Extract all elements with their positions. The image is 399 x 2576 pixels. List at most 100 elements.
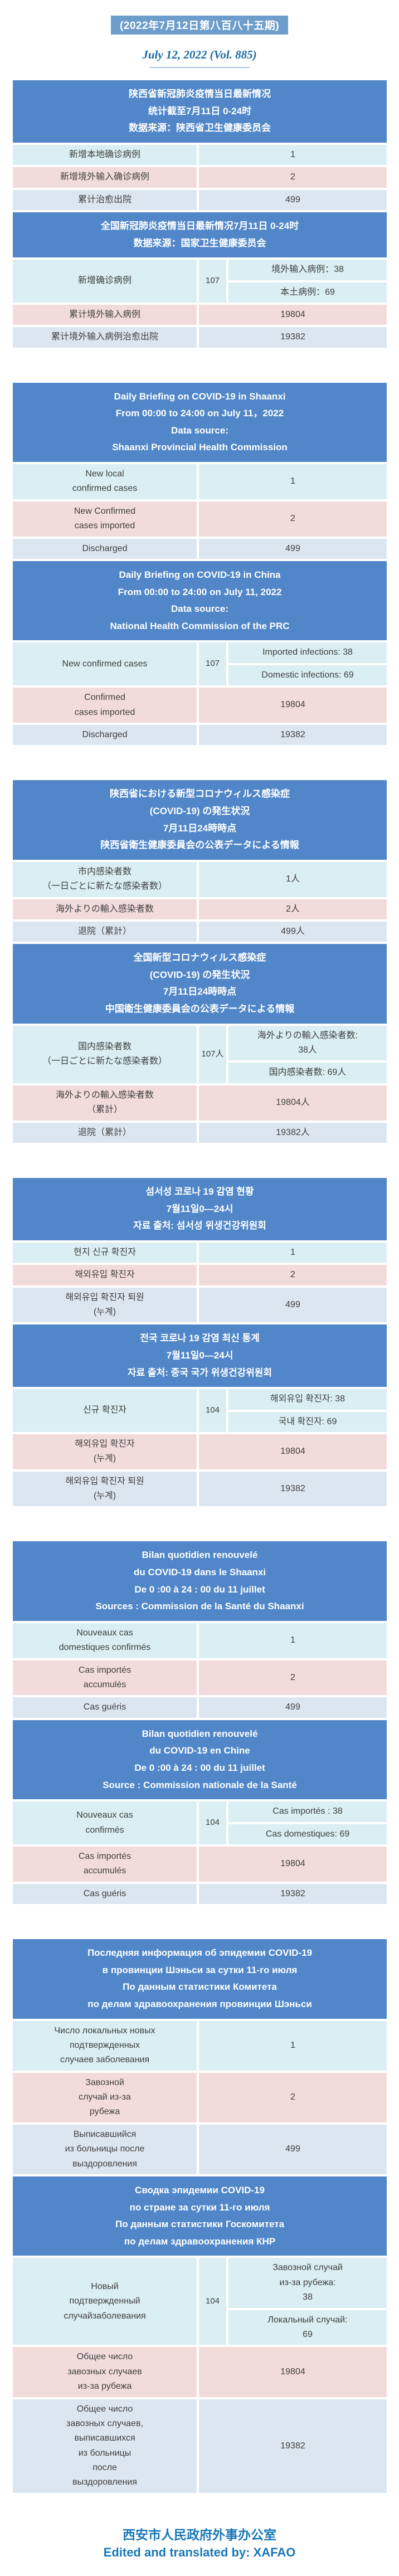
china-daily-ru: Сводка эпидемии COVID-19 по стране за су… [13,2176,387,2493]
date-line: July 12, 2022 (Vol. 885) [142,48,257,61]
table-row: New Confirmed cases imported 2 [13,501,387,537]
table-header: 전국 코로나 19 감염 최신 통계 7월11일0—24시 자료 출처: 중국 … [13,1324,387,1387]
row-label: 현지 신규 확진자 [13,1242,197,1263]
row-label: 해외유입 확진자 (누계) [13,1434,197,1469]
table-row: Общее число завозных случаев из-за рубеж… [13,2347,387,2397]
table-row: 新增确诊病例 107 境外输入病例：38 本土病例：69 [13,260,387,303]
row-value: 2人 [199,899,387,919]
row-label: 新增境外输入确诊病例 [13,167,197,188]
china-daily-ja: 全国新型コロナウィルス感染症 (COVID-19) の発生状況 7月11日24時… [13,944,387,1143]
table-row: 新增境外输入确诊病例 2 [13,167,387,188]
footer-org: 西安市人民政府外事办公室 [123,2527,276,2542]
tables-container: 陕西省新冠肺炎疫情当日最新情况 统计截至7月11日 0-24时 数据来源：陕西省… [0,80,399,2493]
row-value: 19804 [199,2347,387,2397]
row-sub-column: Imported infections: 38 Domestic infectio… [228,642,387,686]
table-row: 累计境外输入病例 19804 [13,304,387,325]
row-label: New confirmed cases [13,642,197,686]
date-underline [149,67,250,68]
shaanxi-daily-zh: 陕西省新冠肺炎疫情当日最新情况 统计截至7月11日 0-24时 数据来源：陕西省… [13,80,387,210]
language-block-ja: 陕西省における新型コロナウィルス感染症 (COVID-19) の発生状況 7月1… [0,780,399,1143]
row-label: 新增本地确诊病例 [13,144,197,165]
table-header: Последняя информация об эпидемии COVID-1… [13,1939,387,2019]
row-label: Discharged [13,538,197,559]
china-daily-en: Daily Briefing on COVID-19 in China From… [13,561,387,746]
footer-credit: Edited and translated by: XAFAO [103,2545,296,2560]
row-label: Discharged [13,724,197,746]
table-row: Discharged 19382 [13,724,387,746]
table-header: 陕西省における新型コロナウィルス感染症 (COVID-19) の発生状況 7月1… [13,780,387,860]
table-header: 全国新冠肺炎疫情当日最新情况7月11日 0-24时 数据来源：国家卫生健康委员会 [13,212,387,258]
row-sub-column: 해외유입 확진자: 38 국내 확진자: 69 [228,1389,387,1432]
table-row: Новый подтвержденный случайзаболевания 10… [13,2258,387,2345]
shaanxi-daily-fr: Bilan quotidien renouvelé du COVID-19 da… [13,1541,387,1718]
table-row: Cas importés accumulés 19804 [13,1846,387,1882]
row-label: Выписавшийся из больницы после выздоровл… [13,2124,197,2175]
language-block-en: Daily Briefing on COVID-19 in Shaanxi Fr… [0,382,399,746]
row-label: 海外よりの輸入感染者数 （累計） [13,1085,197,1121]
table-row: 退院（累計） 19382人 [13,1122,387,1143]
row-label: New Confirmed cases imported [13,501,197,537]
row-value: 1 [199,1623,387,1658]
row-sub-column: 境外输入病例：38 本土病例：69 [228,260,387,303]
row-value: 1 [199,144,387,165]
row-label: 累计境外输入病例 [13,304,197,325]
table-row: 신규 확진자 104 해외유입 확진자: 38 국내 확진자: 69 [13,1389,387,1432]
row-value: 2 [199,1660,387,1696]
language-block-fr: Bilan quotidien renouvelé du COVID-19 da… [0,1541,399,1905]
table-header: Сводка эпидемии COVID-19 по стране за су… [13,2176,387,2256]
row-sub-value: 本土病例：69 [228,282,387,303]
row-label: Cas guéris [13,1883,197,1905]
table-row: New confirmed cases 107 Imported infection… [13,642,387,686]
row-value: 1 [199,464,387,499]
table-header: Daily Briefing on COVID-19 in Shaanxi Fr… [13,382,387,462]
row-label: 신규 확진자 [13,1389,197,1432]
row-label: 国内感染者数 （一日ごとに新たな感染者数） [13,1025,197,1083]
table-row: Nouveaux cas confirmés 104 Cas importés : … [13,1801,387,1844]
row-sub-value: 해외유입 확진자: 38 [228,1389,387,1410]
row-value: 19382 [199,1883,387,1905]
row-value: 1 [199,1242,387,1263]
table-row: Выписавшийся из больницы после выздоровл… [13,2124,387,2175]
row-label: 退院（累計） [13,1122,197,1143]
row-sub-value: Завозной случай из-за рубежа: 38 [228,2258,387,2308]
row-value: 19382 [199,327,387,348]
table-row: Cas guéris 19382 [13,1883,387,1905]
table-row: Cas importés accumulés 2 [13,1660,387,1696]
row-value: 19804 [199,688,387,723]
row-label: Cas importés accumulés [13,1846,197,1882]
row-value: 499 [199,1287,387,1323]
row-sub-column: 海外よりの輸入感染者数: 38人 国内感染者数: 69人 [228,1025,387,1083]
row-label: 海外よりの輸入感染者数 [13,899,197,919]
table-row: New local confirmed cases 1 [13,464,387,499]
footer: 西安市人民政府外事办公室 Edited and translated by: X… [0,2525,399,2576]
row-label: 해외유입 확진자 [13,1265,197,1285]
row-total-cell: 107 [199,642,226,686]
row-label: Общее число завозных случаев из-за рубеж… [13,2347,197,2397]
row-total-cell: 104 [199,1801,226,1844]
table-row: Cas guéris 499 [13,1697,387,1718]
table-row: 海外よりの輸入感染者数 2人 [13,899,387,919]
row-value: 2 [199,501,387,537]
row-label: Завозной случай из-за рубежа [13,2072,197,2122]
row-value: 19804 [199,1434,387,1469]
row-label: Число локальных новых подтвержденных слу… [13,2020,197,2071]
table-header: 全国新型コロナウィルス感染症 (COVID-19) の発生状況 7月11日24時… [13,944,387,1024]
row-sub-column: Cas importés : 38 Cas domestiques: 69 [228,1801,387,1844]
row-sub-value: 国内感染者数: 69人 [228,1063,387,1083]
shaanxi-daily-ru: Последняя информация об эпидемии COVID-1… [13,1939,387,2175]
row-label: 해외유입 확진자 퇴원 (누계) [13,1287,197,1323]
row-sub-value: 海外よりの輸入感染者数: 38人 [228,1025,387,1061]
table-header: 섬서성 코로나 19 감염 현황 7월11일0—24시 자료 출처: 섬서성 위… [13,1178,387,1240]
row-value: 2 [199,2072,387,2122]
row-value: 19382 [199,2399,387,2493]
row-sub-value: Cas domestiques: 69 [228,1824,387,1844]
row-label: Новый подтвержденный случайзаболевания [13,2258,197,2345]
row-total-cell: 104 [199,1389,226,1432]
shaanxi-daily-en: Daily Briefing on COVID-19 in Shaanxi Fr… [13,382,387,559]
row-value: 1人 [199,861,387,897]
row-sub-value: Imported infections: 38 [228,642,387,663]
table-row: 累计治愈出院 499 [13,189,387,210]
row-label: 退院（累計） [13,921,197,942]
row-value: 499人 [199,921,387,942]
row-total-cell: 107人 [199,1025,226,1083]
